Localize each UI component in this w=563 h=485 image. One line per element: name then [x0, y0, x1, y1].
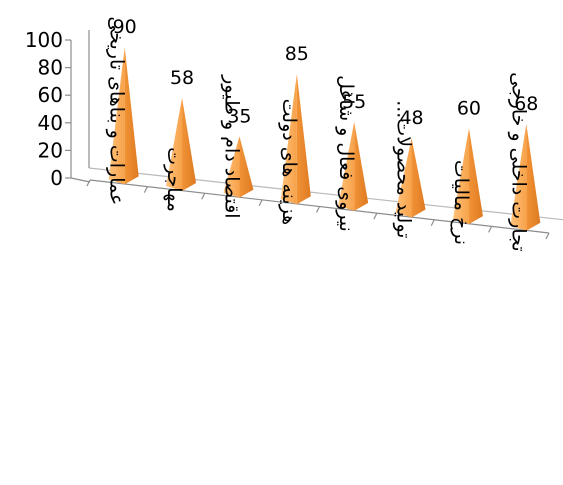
bar-pyramid: [223, 136, 254, 198]
bar-pyramid: [166, 97, 197, 191]
category-label: هزینه های دولت: [278, 99, 300, 226]
bar-pyramid-right-face: [354, 121, 369, 211]
bar-pyramid: [395, 138, 426, 218]
x-tick-mark: [86, 179, 91, 187]
y-tick-label: 40: [38, 111, 63, 135]
data-label: 35: [227, 105, 251, 127]
bar-pyramid-left-face: [223, 136, 240, 198]
x-tick-mark: [315, 206, 321, 213]
bar-pyramid-left-face: [510, 123, 527, 231]
x-tick-mark: [545, 232, 550, 240]
bar-pyramid-left-face: [395, 138, 412, 218]
data-label: 55: [342, 91, 366, 113]
category-label: اقتصاد دام و طیور: [220, 74, 242, 218]
category-label: مهاجرت: [163, 147, 185, 212]
x-tick-mark: [488, 226, 493, 233]
y-axis-ticks: 0 20 40 60 80 100: [25, 28, 550, 240]
data-label: 58: [170, 67, 194, 89]
bar-pyramid-left-face: [452, 128, 469, 225]
y-tick-label: 0: [50, 166, 63, 190]
bar-pyramid-right-face: [239, 136, 254, 198]
bar-pyramid: [510, 123, 541, 231]
bar-pyramid: [452, 128, 483, 225]
y-tick-label: 100: [25, 28, 63, 52]
bar-pyramid-left-face: [338, 121, 355, 211]
category-label: تجارت داخلی و خارجی: [507, 72, 529, 252]
data-labels: 90 58 35 85 55 48 60 68: [113, 16, 539, 129]
bar-pyramid-right-face: [124, 47, 139, 185]
y-tick-label: 80: [38, 56, 63, 80]
category-label: عمارات و بناهای تاریخی: [106, 16, 128, 205]
data-label: 85: [285, 43, 309, 65]
bar-pyramid-right-face: [182, 97, 197, 191]
x-tick-mark: [430, 219, 435, 227]
category-labels: عمارات و بناهای تاریخی مهاجرت اقتصاد دام و…: [106, 16, 530, 251]
bar-pyramid-right-face: [526, 123, 541, 231]
category-label: تولید محصولات...: [393, 100, 415, 238]
bar-pyramid-right-face: [411, 138, 426, 218]
data-label: 90: [113, 16, 137, 38]
x-tick-mark: [373, 212, 378, 220]
bars: [108, 47, 541, 231]
category-label: نیروی فعال و شاغل: [335, 75, 357, 232]
bar-pyramid: [280, 73, 311, 205]
y-tick-label: 20: [38, 138, 63, 162]
bar-pyramid-right-face: [468, 128, 483, 225]
data-label: 48: [399, 107, 423, 129]
bar-pyramid: [108, 47, 139, 185]
bar-pyramid-right-face: [296, 73, 311, 205]
y-tick-label: 60: [38, 83, 63, 107]
bar-pyramid-left-face: [280, 73, 297, 205]
bar-pyramid: [338, 121, 369, 211]
x-tick-mark: [258, 199, 263, 207]
axes: [70, 30, 563, 234]
category-label: نرخ مالیات: [450, 160, 472, 245]
bar-pyramid-left-face: [108, 47, 125, 185]
data-label: 68: [514, 93, 538, 115]
floor-side-edge: [70, 177, 91, 183]
x-tick-mark: [201, 192, 206, 200]
data-label: 60: [457, 97, 481, 119]
x-tick-mark: [143, 186, 148, 193]
floor-back-edge: [88, 167, 563, 221]
bar-pyramid-left-face: [166, 97, 183, 191]
